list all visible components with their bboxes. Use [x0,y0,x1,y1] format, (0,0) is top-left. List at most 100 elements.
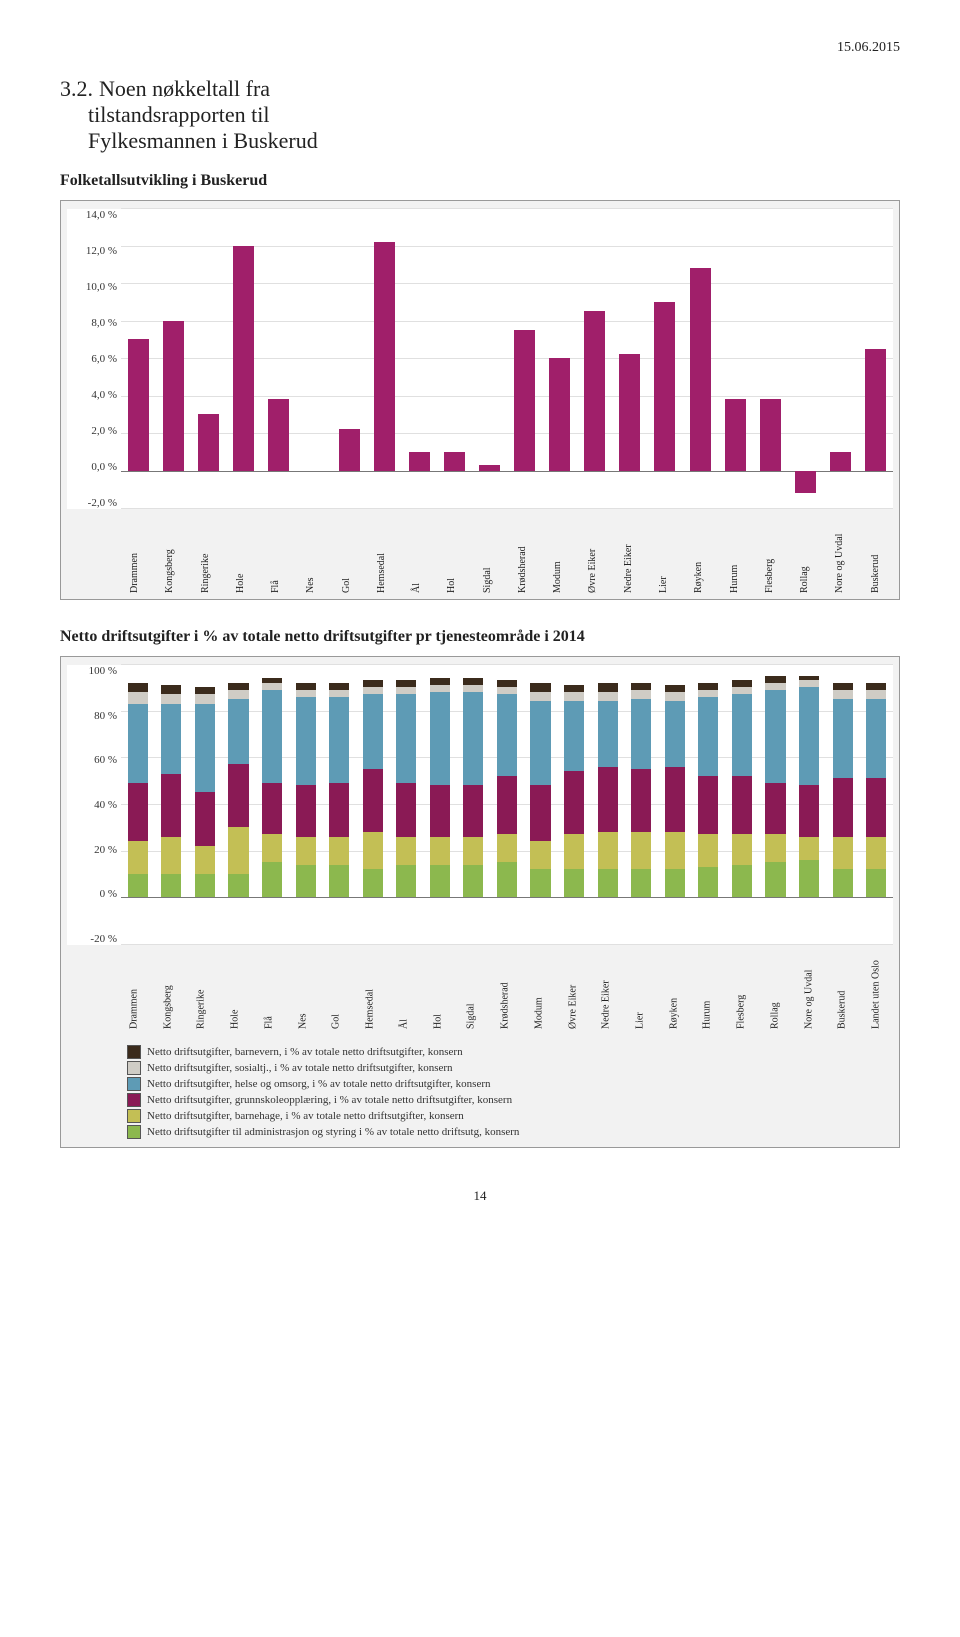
chart1-bar-slot [858,208,893,508]
chart2-segment [262,834,282,862]
chart2-segment [128,874,148,897]
chart2-segment [598,832,618,869]
chart2-stack [363,680,383,897]
section-title-line-0: Noen nøkkeltall fra [99,76,270,101]
chart2-segment [765,690,785,783]
legend-swatch [127,1125,141,1139]
chart2-segment [866,869,886,897]
chart2-x-label: Modum [522,949,556,1029]
chart2-segment [396,687,416,694]
chart1-bar [198,414,219,470]
chart2-segment [497,687,517,694]
chart2-stack [598,683,618,898]
chart2-segment [497,694,517,776]
chart1-bar [479,465,500,471]
chart2-bar-slot [692,664,726,944]
chart2-segment [598,692,618,701]
chart1-y-tick: 4,0 % [67,389,117,401]
chart2-segment [329,697,349,783]
chart2-segment [698,867,718,897]
legend-row: Netto driftsutgifter, barnehage, i % av … [127,1109,893,1123]
chart1-bar-slot [823,208,858,508]
chart1-x-label: Drammen [117,513,152,593]
chart2-bar-slot [155,664,189,944]
chart1-bar-slot [753,208,788,508]
chart2-segment [631,832,651,869]
legend-row: Netto driftsutgifter, barnevern, i % av … [127,1045,893,1059]
chart1-x-label: Hurum [717,513,752,593]
legend-swatch [127,1077,141,1091]
chart2-x-label: Nore og Uvdal [792,949,826,1029]
chart2-bar-slot [826,664,860,944]
chart2-segment [195,846,215,874]
chart2-segment [161,694,181,703]
chart2-segment [833,837,853,870]
chart2-bar-slot [725,664,759,944]
chart1-bar-slot [788,208,823,508]
chart2-segment [363,680,383,687]
chart2-segment [631,769,651,832]
chart2-stack [799,676,819,898]
chart2-segment [732,680,752,687]
chart2-x-label: Hurum [690,949,724,1029]
chart2-bar-slot [524,664,558,944]
section-number: 3.2. [60,76,99,101]
chart1-y-tick: 0,0 % [67,461,117,473]
chart2-segment [195,694,215,703]
chart2-segment [530,841,550,869]
chart2-segment [598,767,618,832]
chart2-segment [564,701,584,771]
chart2-y-tick: -20 % [67,933,117,945]
chart1-plot [121,208,893,509]
section-title-line-2: Fylkesmannen i Buskerud [88,128,318,153]
chart1-y-tick: 6,0 % [67,353,117,365]
chart2-x-label: Ringerike [184,949,218,1029]
chart2-segment [833,690,853,699]
chart1-x-label: Krødsherad [505,513,540,593]
chart1-bar-slot [191,208,226,508]
chart2-segment [161,685,181,694]
chart2-segment [698,697,718,776]
chart2-y-tick: 40 % [67,799,117,811]
chart2-segment [363,769,383,832]
chart1-title: Folketallsutvikling i Buskerud [60,172,900,190]
chart2-segment [228,874,248,897]
chart1-y-tick: 12,0 % [67,245,117,257]
chart1-bar-slot [683,208,718,508]
chart2-segment [296,865,316,898]
chart2-segment [463,785,483,836]
chart2-x-label: Nedre Eiker [589,949,623,1029]
chart1-bar-slot [507,208,542,508]
chart1-x-label: Modum [540,513,575,593]
chart2-stack [396,680,416,897]
chart2-segment [228,827,248,874]
chart2-segment [262,690,282,783]
chart2-segment [363,687,383,694]
chart2-segment [564,869,584,897]
chart2-bar-slot [658,664,692,944]
chart2-segment [631,869,651,897]
chart1-bar [619,354,640,470]
chart2-bar-slot [289,664,323,944]
chart2-segment [228,764,248,827]
chart1-x-label: Røyken [681,513,716,593]
legend-row: Netto driftsutgifter til administrasjon … [127,1125,893,1139]
chart1-x-label: Nore og Uvdal [822,513,857,593]
chart2-bar-slot [356,664,390,944]
chart1-bar [830,452,851,471]
chart2-stack [530,683,550,898]
chart2-segment [732,776,752,834]
chart2-title: Netto driftsutgifter i % av totale netto… [60,628,900,646]
chart2-stack [463,678,483,897]
chart2-x-label: Gol [319,949,353,1029]
chart2-segment [631,683,651,690]
chart2-segment [799,687,819,785]
chart2-x-label: Hole [218,949,252,1029]
chart2-segment [363,832,383,869]
chart2-segment [262,862,282,897]
chart2-stack [128,683,148,898]
chart2-segment [631,690,651,699]
chart2-segment [497,834,517,862]
chart1-bar [128,339,149,470]
chart2-segment [866,699,886,778]
